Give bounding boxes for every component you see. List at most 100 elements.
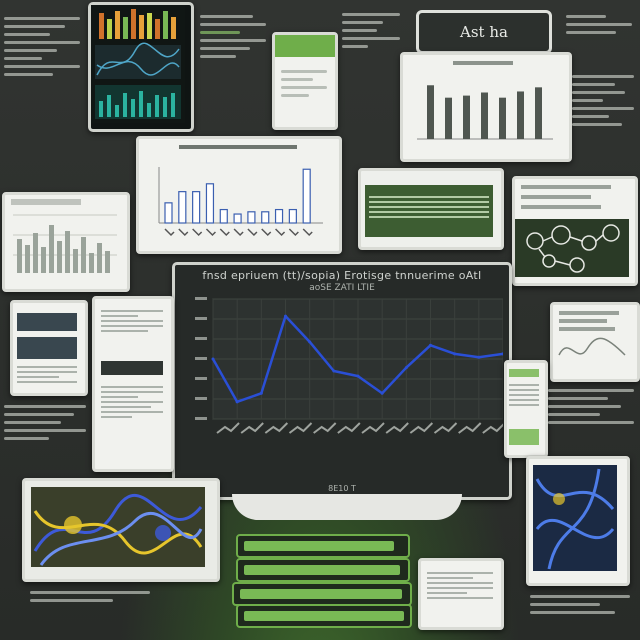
green-header-document [272,32,338,130]
bar [205,183,215,224]
left-lower-notes [4,400,86,445]
bar [445,97,452,139]
network-diagram [515,185,629,277]
green-banner-2 [236,558,410,582]
header-sign-text: Ast ha [460,23,508,41]
x-tick-mark [205,228,216,237]
x-tick-mark [288,228,299,237]
bar [274,208,284,224]
bottom-right-notes [530,590,630,619]
bottom-left-notes [30,586,180,607]
bar [288,208,297,224]
x-tick-mark [361,422,385,434]
bar [164,202,173,224]
right-network-card [512,176,638,286]
top-right-corner-notes [566,10,632,39]
x-tick-mark [458,422,482,434]
data-point [453,352,457,356]
x-tick-mark [164,228,175,237]
y-tick-mark [195,297,207,300]
right-green-table-card [504,360,548,458]
data-point [332,369,336,373]
top-center-right-notes [342,8,400,53]
monitor-stand [232,494,462,520]
x-tick-mark [409,422,434,434]
x-tick-mark [385,422,409,434]
green-table-card [358,168,504,250]
bottom-left-image-card [22,478,220,582]
data-point [380,391,384,395]
y-tick-mark [195,377,207,380]
x-tick-mark [337,422,361,434]
data-point [501,352,503,356]
data-point [259,391,263,395]
bar [535,87,542,139]
bar [219,208,228,224]
chart-title-mark [179,145,297,149]
left-bar-chart [11,199,117,273]
center-top-notes [200,10,266,63]
bar [427,85,434,139]
bar [481,92,488,139]
main-chart-title: fnsd epriuem (tt)/sopia) Erotisge tnnuer… [202,269,482,282]
bar [178,191,187,224]
green-banner-1 [236,534,410,558]
top-right-bar-chart-card [400,52,572,162]
top-right-bar-chart [417,61,553,140]
top-left-image-panel [88,2,194,132]
right-small-chart [558,311,626,356]
document-lines [281,65,327,102]
right-chart-card [550,302,640,382]
right-lower-notes [548,384,634,429]
y-tick-mark [195,357,207,360]
bar [499,97,506,139]
right-notes [572,70,634,131]
data-point [404,366,408,370]
top-left-bars [99,9,176,39]
y-tick-mark [195,337,207,340]
bar [302,168,311,224]
bar [192,191,201,224]
bar [233,213,242,224]
main-line-chart [195,297,503,434]
x-tick-mark [433,422,458,434]
y-tick-mark [195,317,207,320]
bar [463,95,470,139]
data-point [308,340,312,344]
left-report-card [92,296,174,472]
x-tick-mark [482,423,503,434]
top-left-image [91,5,185,123]
x-tick-mark [275,228,286,237]
green-banner-3 [232,582,412,606]
main-line-chart-panel: fnsd epriuem (tt)/sopia) Erotisge tnnuer… [172,262,512,500]
bar [261,211,270,224]
left-document-card [10,300,88,396]
data-point [356,374,360,378]
bottom-right-image-card [526,456,630,586]
header-sign: Ast ha [416,10,552,54]
x-tick-mark [302,228,313,237]
data-point [477,355,481,359]
y-tick-mark [195,417,207,420]
green-banner-4 [236,604,412,628]
x-tick-mark [261,228,272,237]
data-point [429,343,432,347]
data-point [235,400,239,404]
left-bar-chart-card [2,192,130,292]
center-bar-chart-card [136,136,342,254]
left-notes-top [4,12,80,81]
x-tick-mark [216,422,240,434]
x-tick-mark [219,228,230,237]
x-tick-mark [233,228,244,237]
bottom-right-document [418,558,504,630]
x-tick-mark [288,422,313,434]
main-chart-subtitle: aoSE ZATI LTIE [309,283,375,293]
y-tick-mark [195,397,207,400]
bottom-left-image [31,487,205,567]
x-tick-mark [240,422,264,434]
main-chart-footer: 8E10 T [328,484,356,493]
bar [247,211,256,224]
bar [517,91,524,139]
data-point [284,314,287,318]
bottom-right-image [533,465,617,571]
